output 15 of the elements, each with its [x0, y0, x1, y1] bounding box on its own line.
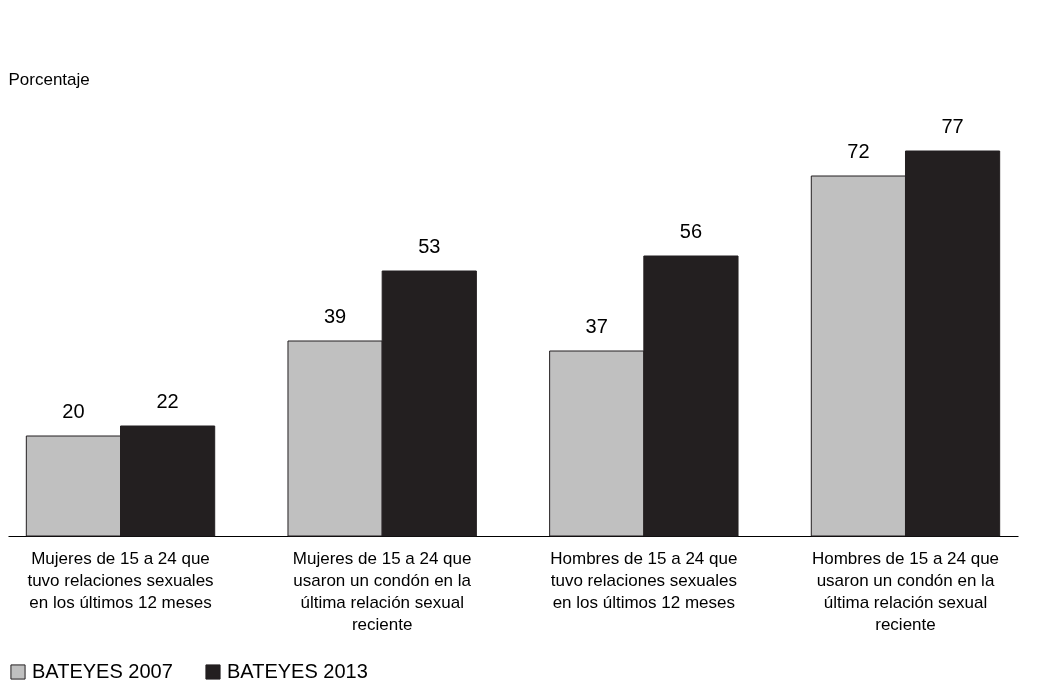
x-tick-label: Hombres de 15 a 24 que tuvo relaciones sexuales en los últimos 12 meses [550, 548, 738, 612]
legend-label: BATEYES 2007 [32, 660, 173, 682]
data-label: 72 [847, 140, 870, 162]
x-tick-label: Mujeres de 15 a 24 que tuvo relaciones sexuales en los últimos 12 meses [27, 548, 214, 612]
data-label: 77 [941, 115, 964, 137]
data-label: 39 [323, 305, 347, 327]
data-label: 37 [585, 315, 608, 337]
data-label: 22 [156, 390, 179, 412]
x-tick-label: Mujeres de 15 a 24 que usaron un condón en la última relación sexual reciente [292, 548, 472, 634]
y-axis-title: Porcentaje [8, 69, 90, 89]
x-tick-label: Hombres de 15 a 24 que usaron un condón en la última relación sexual reciente [811, 548, 1000, 634]
data-label: 53 [418, 235, 441, 257]
legend-label: BATEYES 2013 [227, 660, 368, 682]
data-label: 20 [62, 400, 85, 422]
data-label: 56 [679, 220, 703, 242]
